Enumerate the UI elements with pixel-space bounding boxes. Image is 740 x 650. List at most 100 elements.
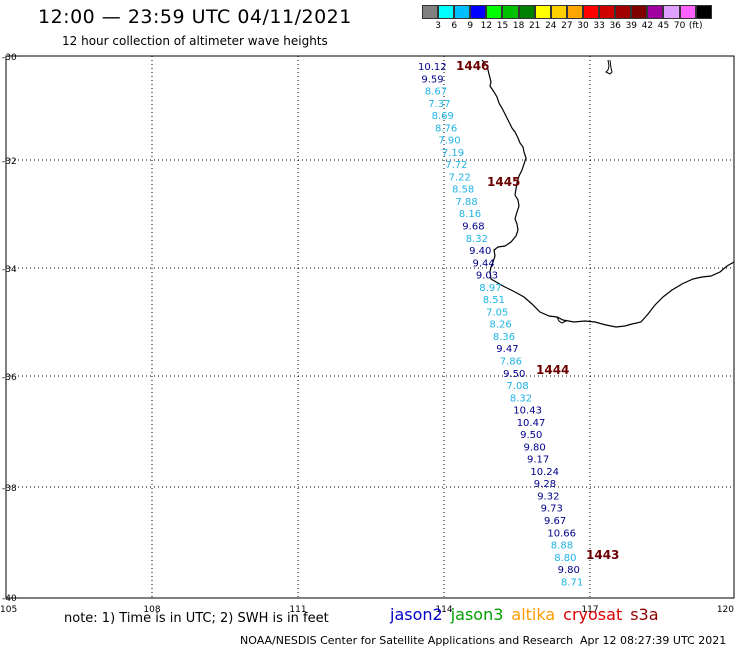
scale-label: 42 [641, 21, 654, 31]
wave-height-value: 8.97 [479, 283, 501, 294]
scale-swatch [566, 5, 583, 19]
wave-height-value: 9.80 [558, 565, 580, 576]
legend-jason3: jason3 [450, 605, 504, 624]
scale-label: 45 [657, 21, 670, 31]
wave-height-value: 10.47 [517, 418, 546, 429]
scale-label: 9 [467, 21, 474, 31]
scale-label: 3 [435, 21, 441, 31]
scale-swatch [454, 5, 471, 19]
wave-height-value: 8.36 [493, 332, 515, 343]
latitude-label: -34 [2, 265, 17, 275]
map-subtitle: 12 hour collection of altimeter wave hei… [62, 34, 328, 48]
scale-label: 15 [496, 21, 509, 31]
footer-timestamp: Apr 12 08:27:39 UTC 2021 [580, 634, 727, 647]
scale-swatch [582, 5, 600, 19]
pass-label: 1443 [586, 548, 619, 562]
pass-label: 1445 [487, 175, 520, 189]
wave-height-value: 7.08 [507, 381, 529, 392]
scale-label: 39 [625, 21, 638, 31]
wave-height-value: 9.73 [541, 504, 563, 515]
longitude-label: 111 [289, 605, 306, 615]
scale-swatch [518, 5, 535, 19]
wave-height-value: 9.68 [462, 222, 484, 233]
wave-height-value: 9.80 [524, 442, 546, 453]
scale-label: 18 [512, 21, 525, 31]
wave-height-value: 8.16 [459, 209, 481, 220]
scale-swatch [550, 5, 567, 19]
wave-height-value: 7.72 [445, 160, 467, 171]
longitude-label: 117 [581, 605, 598, 615]
scale-label: 30 [577, 21, 589, 31]
wave-height-value: 8.26 [490, 320, 512, 331]
scale-swatch [631, 5, 648, 19]
scale-swatch [422, 5, 439, 19]
footer-credit: NOAA/NESDIS Center for Satellite Applica… [240, 634, 574, 647]
satellite-legend: jason2 jason3 altika cryosat s3a [390, 605, 667, 624]
scale-swatch [615, 5, 632, 19]
small-island [605, 59, 613, 75]
legend-jason2: jason2 [390, 605, 443, 624]
scale-label: 70 [673, 21, 686, 31]
scale-swatch [502, 5, 519, 19]
wave-height-value: 8.32 [466, 234, 488, 245]
wave-height-value: 8.80 [554, 553, 576, 564]
longitude-label: 114 [435, 605, 452, 615]
wave-height-value: 7.37 [428, 99, 450, 110]
latitude-label: -32 [2, 157, 17, 167]
scale-label: (ft) [688, 21, 703, 31]
longitude-label: 105 [0, 605, 17, 615]
scale-label: 27 [561, 21, 573, 31]
wave-height-value: 8.69 [432, 111, 454, 122]
wave-height-value: 9.40 [469, 246, 491, 257]
scale-swatch [534, 5, 551, 19]
scale-swatch [695, 5, 712, 19]
longitude-label: 120 [717, 605, 734, 615]
wave-height-value: 8.32 [510, 393, 532, 404]
scale-label: 12 [480, 21, 493, 31]
wave-height-value: 8.51 [483, 295, 505, 306]
wave-height-value: 8.67 [425, 87, 447, 98]
scale-swatch [486, 5, 503, 19]
lat-lon-grid [6, 56, 734, 598]
map-frame [5, 55, 735, 599]
scale-label: 24 [545, 21, 557, 31]
scale-swatch [679, 5, 696, 19]
wave-height-value: 9.17 [527, 455, 549, 466]
wave-height-value: 9.50 [520, 430, 542, 441]
river-inlet [556, 316, 567, 324]
scale-label: 33 [593, 21, 605, 31]
color-scale-labels: 3 6 9 12 15 18 21 24 27 30 33 36 39 42 45 70 (ft) [422, 21, 740, 35]
pass-label: 1446 [456, 59, 489, 73]
wave-height-value: 9.28 [534, 479, 556, 490]
map-title: 12:00 — 23:59 UTC 04/11/2021 [38, 6, 352, 28]
legend-s3a: s3a [630, 605, 659, 624]
legend-cryosat: cryosat [563, 605, 623, 624]
legend-altika: altika [511, 605, 556, 624]
wave-height-value: 9.67 [544, 516, 566, 527]
wave-height-value: 9.47 [496, 344, 518, 355]
pass-labels: 1446 1445 1444 1443 [456, 59, 619, 562]
scale-label: 21 [528, 21, 541, 31]
wave-height-value: 9.32 [537, 491, 559, 502]
wave-height-value: 10.66 [547, 528, 576, 539]
wave-height-value: 8.88 [551, 541, 573, 552]
latitude-label: -40 [2, 594, 17, 604]
coastline [481, 59, 735, 328]
latitude-label: -30 [2, 53, 17, 63]
wave-height-value: 7.19 [442, 148, 464, 159]
scale-label: 36 [609, 21, 621, 31]
wave-height-color-scale [422, 5, 712, 19]
scale-label: 6 [451, 21, 458, 31]
scale-swatch [470, 5, 487, 19]
pass-label: 1444 [536, 363, 569, 377]
wave-height-value: 7.22 [449, 172, 471, 183]
scale-swatch [663, 5, 680, 19]
scale-swatch [438, 5, 455, 19]
scale-swatch [647, 5, 664, 19]
wave-height-value: 7.86 [500, 357, 522, 368]
wave-height-value: 7.88 [456, 197, 478, 208]
wave-height-value: 8.76 [435, 123, 457, 134]
scale-swatch [599, 5, 616, 19]
wave-height-value: 10.43 [513, 406, 542, 417]
